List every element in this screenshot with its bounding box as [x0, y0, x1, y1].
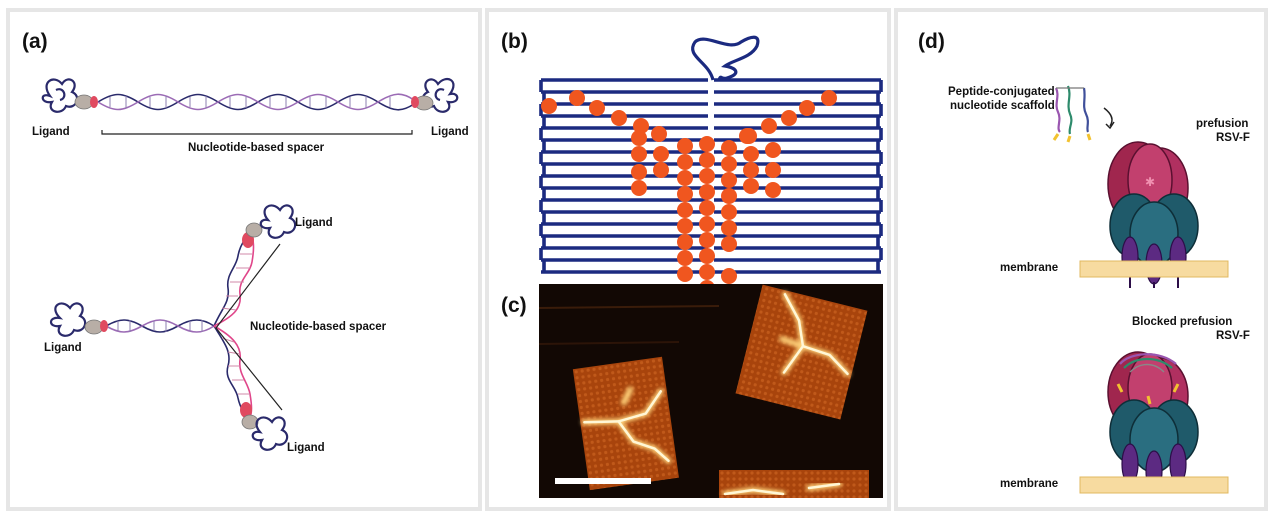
staple-dot — [677, 138, 693, 154]
blocked-label-line2: RSV-F — [1216, 330, 1250, 342]
staple-dot — [653, 162, 669, 178]
staple-dot — [699, 248, 715, 264]
origami-diagram — [539, 35, 883, 296]
scaffold-rows — [539, 78, 883, 274]
ligand-label: Ligand — [287, 442, 325, 454]
staple-dot — [699, 264, 715, 280]
peptide-scaffold-icon — [1052, 85, 1115, 143]
ligand-icon — [49, 302, 108, 337]
panel-a-diagram — [41, 77, 459, 451]
staple-dot — [721, 140, 737, 156]
staple-dot — [631, 146, 647, 162]
staple-dot — [631, 180, 647, 196]
panel-c-label: (c) — [501, 294, 527, 317]
staple-dot — [653, 146, 669, 162]
staple-dot — [721, 156, 737, 172]
panel-d-label: (d) — [918, 30, 945, 53]
staple-dot — [799, 100, 815, 116]
staple-dot — [677, 266, 693, 282]
staple-dot — [699, 200, 715, 216]
staple-dot — [699, 136, 715, 152]
panel-b-label: (b) — [501, 30, 528, 53]
membrane-label: membrane — [1000, 478, 1059, 490]
panel-a: (a) — [6, 8, 482, 511]
staple-dot — [631, 130, 647, 146]
spacer-label: Nucleotide-based spacer — [188, 142, 325, 154]
staple-dot — [541, 98, 557, 114]
staple-dot — [677, 250, 693, 266]
scaffold-loop — [691, 35, 760, 81]
staple-dot — [611, 110, 627, 126]
membrane-label: membrane — [1000, 262, 1059, 274]
svg-text:✱: ✱ — [1145, 175, 1155, 189]
staple-dot — [631, 164, 647, 180]
staple-dot — [699, 152, 715, 168]
scaffold-label-line2: nucleotide scaffold — [950, 100, 1055, 112]
staple-dot — [721, 236, 737, 252]
rsv-diagram: ✱ — [1052, 85, 1229, 494]
staple-dot — [743, 146, 759, 162]
panel-a-label: (a) — [22, 30, 48, 53]
staple-dot — [677, 202, 693, 218]
ligand-label: Ligand — [295, 217, 333, 229]
scaffold-label-line1: Peptide-conjugated — [948, 86, 1055, 98]
dna-origami-scaffold — [539, 78, 883, 274]
blocked-label-line1: Blocked prefusion — [1132, 316, 1233, 328]
staple-dot — [761, 118, 777, 134]
panel-d: (d) ✱ — [894, 8, 1268, 511]
staple-dot — [821, 90, 837, 106]
staple-dot — [765, 162, 781, 178]
membrane-bottom — [1079, 476, 1229, 494]
ligand-icon — [411, 77, 459, 113]
rsv-f-blocked — [1107, 351, 1199, 492]
staple-dot — [721, 204, 737, 220]
staple-dot — [743, 162, 759, 178]
staple-dot — [765, 142, 781, 158]
staple-dot — [633, 118, 649, 134]
membrane-top — [1079, 260, 1229, 278]
ligand-icon — [41, 78, 98, 113]
staple-dot — [699, 184, 715, 200]
staple-dot — [781, 110, 797, 126]
staple-dot — [721, 188, 737, 204]
staple-dot — [589, 100, 605, 116]
staple-dot — [741, 128, 757, 144]
ligand-label: Ligand — [44, 342, 82, 354]
ligand-icon — [240, 402, 289, 451]
staple-dot — [651, 126, 667, 142]
branched-dna-duplex — [105, 231, 255, 419]
scale-bar — [555, 478, 651, 484]
spacer-label: Nucleotide-based spacer — [250, 321, 387, 333]
staple-dot — [721, 220, 737, 236]
prefusion-label-line1: prefusion — [1196, 118, 1249, 130]
staple-dot — [721, 268, 737, 284]
staple-dots — [541, 90, 837, 296]
staple-dot — [699, 232, 715, 248]
staple-dot — [569, 90, 585, 106]
staple-dot — [699, 168, 715, 184]
linear-dna-duplex — [97, 93, 415, 111]
ligand-label: Ligand — [32, 126, 70, 138]
staple-dot — [677, 234, 693, 250]
ligand-label: Ligand — [431, 126, 469, 138]
staple-dot — [743, 178, 759, 194]
staple-dot — [721, 172, 737, 188]
afm-image — [539, 284, 883, 498]
afm-scan — [539, 284, 883, 498]
staple-dot — [677, 218, 693, 234]
staple-dot — [677, 186, 693, 202]
staple-dot — [677, 154, 693, 170]
ligand-icon — [242, 204, 297, 248]
staple-dot — [677, 170, 693, 186]
prefusion-label-line2: RSV-F — [1216, 132, 1250, 144]
staple-dot — [765, 182, 781, 198]
panel-b-c: (b) (c) — [485, 8, 891, 511]
staple-dot — [699, 216, 715, 232]
